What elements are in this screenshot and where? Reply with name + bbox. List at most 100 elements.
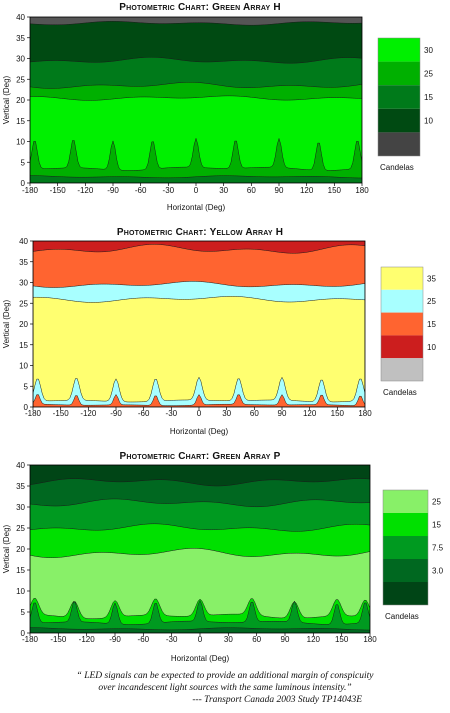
x-tick-label: -120: [80, 409, 97, 418]
x-tick-label: 30: [219, 186, 228, 195]
legend-title: Candelas: [380, 163, 414, 172]
x-axis-title: Horizontal (Deg): [167, 203, 226, 212]
y-tick-label: 35: [16, 34, 25, 43]
x-tick-label: 120: [303, 409, 317, 418]
x-tick-label: -150: [50, 635, 67, 644]
x-tick-label: 120: [307, 635, 321, 644]
chart-title: Photometric Chart: Green Array P: [119, 451, 281, 462]
y-tick-label: 30: [16, 503, 25, 512]
legend-tick-label: 10: [427, 343, 436, 352]
x-tick-label: -60: [135, 186, 147, 195]
legend-swatch: [383, 582, 428, 605]
legend-swatch: [378, 38, 420, 62]
legend-tick-label: 10: [424, 117, 433, 126]
x-tick-label: 60: [252, 635, 261, 644]
x-tick-label: -60: [138, 409, 150, 418]
x-tick-label: 0: [197, 409, 202, 418]
chart-panel-green-array-p: Photometric Chart: Green Array P -180 -15…: [0, 450, 450, 668]
legend-frame: [377, 37, 421, 157]
contour-band: [30, 175, 362, 183]
x-tick-label: 120: [300, 186, 314, 195]
y-tick-label: 10: [16, 138, 25, 147]
y-tick-label: 20: [19, 320, 28, 329]
x-tick-label: 180: [363, 635, 377, 644]
legend-frame: [382, 489, 429, 606]
x-tick-label: 90: [275, 186, 284, 195]
y-axis-title: Vertical (Deg): [2, 524, 11, 573]
legend-swatch: [378, 108, 420, 133]
contour-fill-group: [30, 17, 362, 183]
x-tick-label: 0: [194, 186, 199, 195]
legend-swatch: [383, 513, 428, 536]
contour-chart: -180 -150 -120 -90 -60 -30 0 30 60 90 120 150 180 0 5 1…: [2, 237, 436, 436]
legend-tick-label: 15: [424, 93, 433, 102]
y-tick-label: 10: [19, 362, 28, 371]
contour-band: [30, 137, 362, 183]
x-tick-label: 180: [355, 186, 369, 195]
x-tick-label: -150: [53, 409, 70, 418]
legend-swatch: [383, 559, 428, 582]
x-axis-title: Horizontal (Deg): [171, 654, 230, 663]
legend-tick-label: 7.5: [432, 544, 444, 553]
legend-title: Candelas: [385, 612, 419, 621]
legend-swatch: [381, 358, 423, 381]
y-tick-label: 35: [19, 258, 28, 267]
legend-title: Candelas: [383, 388, 417, 397]
legend-tick-label: 15: [432, 521, 441, 530]
y-tick-label: 0: [24, 403, 29, 412]
x-tick-label: -30: [166, 635, 178, 644]
y-tick-label: 15: [19, 341, 28, 350]
y-tick-label: 15: [16, 117, 25, 126]
legend-swatch: [378, 85, 420, 109]
contour-band: [33, 394, 365, 407]
legend-tick-label: 3.0: [432, 567, 444, 576]
y-tick-label: 30: [16, 55, 25, 64]
y-tick-label: 35: [16, 482, 25, 491]
y-tick-label: 40: [16, 13, 25, 22]
legend-swatch: [383, 490, 428, 513]
x-axis-title: Horizontal (Deg): [170, 427, 229, 436]
y-axis-title: Vertical (Deg): [2, 75, 11, 124]
quote-line-1: “ LED signals can be expected to provide…: [76, 671, 374, 681]
legend-swatch: [378, 61, 420, 86]
legend-swatch: [381, 267, 423, 290]
x-tick-label: -180: [22, 186, 39, 195]
y-tick-label: 20: [16, 545, 25, 554]
legend-tick-label: 25: [432, 498, 441, 507]
contour-band: [30, 599, 370, 633]
contour-fill-group: [33, 241, 365, 407]
legend-swatch: [378, 132, 420, 156]
y-tick-label: 0: [21, 629, 26, 638]
x-tick-label: 30: [224, 635, 233, 644]
legend-swatch: [381, 335, 423, 359]
legend-tick-label: 30: [424, 46, 433, 55]
y-tick-label: 5: [21, 608, 26, 617]
quote-block: “ LED signals can be expected to provide…: [0, 670, 450, 706]
x-tick-label: 150: [331, 409, 345, 418]
x-tick-label: -120: [77, 186, 94, 195]
contour-chart: -180 -150 -120 -90 -60 -30 0 30 60 90 120 150 180 0 5 1…: [2, 13, 433, 212]
x-tick-label: -180: [25, 409, 42, 418]
y-tick-label: 40: [19, 237, 28, 246]
y-tick-label: 25: [16, 75, 25, 84]
x-tick-label: -120: [79, 635, 96, 644]
y-tick-label: 30: [19, 279, 28, 288]
x-tick-label: 60: [250, 409, 259, 418]
x-tick-label: -30: [163, 186, 175, 195]
y-tick-label: 15: [16, 566, 25, 575]
x-tick-label: -90: [109, 635, 121, 644]
quote-source: --- Transport Canada 2003 Study TP14043E: [192, 695, 362, 705]
y-tick-label: 0: [21, 179, 26, 188]
x-tick-label: -180: [22, 635, 39, 644]
x-tick-label: 60: [247, 186, 256, 195]
legend-tick-label: 25: [424, 69, 433, 78]
legend-tick-label: 15: [427, 320, 436, 329]
y-tick-label: 40: [16, 461, 25, 470]
x-tick-label: 150: [335, 635, 349, 644]
x-tick-label: -60: [138, 635, 150, 644]
x-tick-label: -90: [107, 186, 119, 195]
x-tick-label: 0: [198, 635, 203, 644]
legend-frame: [380, 266, 424, 382]
x-tick-label: 180: [358, 409, 372, 418]
x-tick-label: -90: [110, 409, 122, 418]
